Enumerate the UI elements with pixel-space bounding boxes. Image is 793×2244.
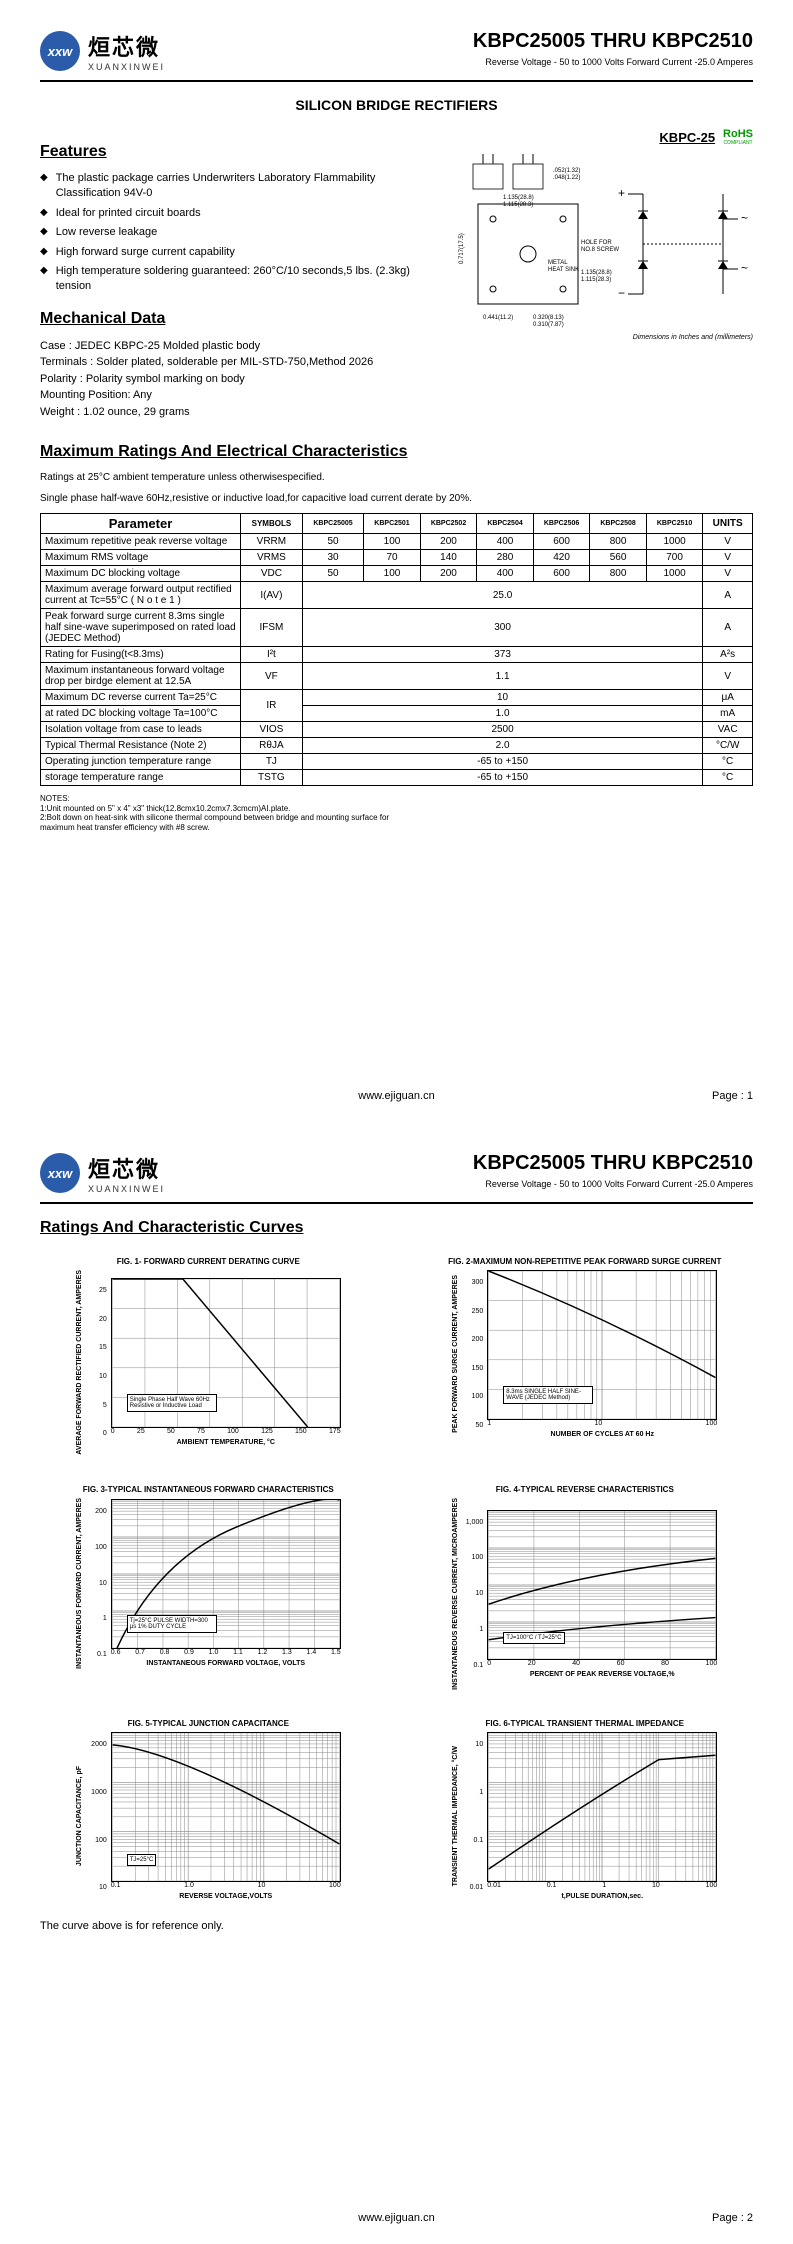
th-param: Parameter (41, 514, 241, 534)
mech-terminals: Terminals : Solder plated, solderable pe… (40, 354, 433, 371)
feature-item: ◆Low reverse leakage (40, 225, 433, 240)
logo-badge: xxw (40, 31, 80, 71)
svg-text:~: ~ (741, 211, 748, 225)
logo: xxw 烜芯微 XUANXINWEI (40, 1152, 165, 1194)
logo-cn: 烜芯微 (88, 1152, 165, 1184)
ratings-heading: Maximum Ratings And Electrical Character… (40, 443, 753, 461)
ratings-note1: Ratings at 25°C ambient temperature unle… (40, 471, 753, 484)
logo-en: XUANXINWEI (88, 62, 165, 72)
svg-text:0.441(11.2): 0.441(11.2) (483, 315, 513, 321)
th-symbols: SYMBOLS (241, 514, 303, 534)
table-row: Operating junction temperature rangeTJ-6… (41, 754, 753, 770)
table-row: Maximum repetitive peak reverse voltageV… (41, 534, 753, 550)
footer-url: www.ejiguan.cn (358, 1090, 434, 1102)
page-2: xxw 烜芯微 XUANXINWEI KBPC25005 THRU KBPC25… (0, 1122, 793, 2244)
charts-grid: FIG. 1- FORWARD CURRENT DERATING CURVE A… (40, 1257, 753, 1900)
main-title: SILICON BRIDGE RECTIFIERS (40, 97, 753, 113)
curve-note: The curve above is for reference only. (40, 1920, 753, 1932)
table-row: Peak forward surge current 8.3ms single … (41, 609, 753, 647)
svg-text:−: − (618, 286, 625, 300)
footer-page: Page : 2 (712, 2212, 753, 2224)
footer-page: Page : 1 (712, 1090, 753, 1102)
header: xxw 烜芯微 XUANXINWEI KBPC25005 THRU KBPC25… (40, 30, 753, 82)
mech-weight: Weight : 1.02 ounce, 29 grams (40, 404, 433, 421)
table-row: Typical Thermal Resistance (Note 2)RθJA2… (41, 738, 753, 754)
logo: xxw 烜芯微 XUANXINWEI (40, 30, 165, 72)
table-row: Maximum DC blocking voltageVDC5010020040… (41, 566, 753, 582)
logo-cn: 烜芯微 (88, 30, 165, 62)
th-part: KBPC2508 (590, 514, 647, 534)
table-row: storage temperature rangeTSTG-65 to +150… (41, 770, 753, 786)
svg-text:1.135(28.8): 1.135(28.8) (503, 195, 534, 201)
page-1: xxw 烜芯微 XUANXINWEI KBPC25005 THRU KBPC25… (0, 0, 793, 1122)
table-row: Maximum DC reverse current Ta=25°CIR10μA (41, 690, 753, 706)
svg-text:0.717(17.5): 0.717(17.5) (459, 233, 465, 264)
svg-text:0.310(7.87): 0.310(7.87) (533, 322, 564, 328)
footnotes: NOTES: 1:Unit mounted on 5" x 4" x3" thi… (40, 794, 753, 832)
chart: FIG. 4-TYPICAL REVERSE CHARACTERISTICS I… (417, 1485, 754, 1690)
svg-text:0.320(8.13): 0.320(8.13) (533, 315, 564, 321)
mech-case: Case : JEDEC KBPC-25 Molded plastic body (40, 338, 433, 355)
logo-en: XUANXINWEI (88, 1184, 165, 1194)
mechanical-diagram: .052(1.32) .048(1.22) 1.135(28.8) 1.115(… (453, 154, 753, 334)
svg-text:NO.8 SCREW: NO.8 SCREW (581, 247, 619, 253)
svg-text:METAL: METAL (548, 260, 568, 266)
feature-item: ◆High forward surge current capability (40, 245, 433, 260)
chart: FIG. 1- FORWARD CURRENT DERATING CURVE A… (40, 1257, 377, 1455)
kbpc-label: KBPC-25 (659, 130, 715, 145)
th-part: KBPC2504 (477, 514, 534, 534)
svg-text:.052(1.32): .052(1.32) (553, 168, 580, 174)
mech-polarity: Polarity : Polarity symbol marking on bo… (40, 371, 433, 388)
chart: FIG. 6-TYPICAL TRANSIENT THERMAL IMPEDAN… (417, 1719, 754, 1900)
th-part: KBPC25005 (302, 514, 363, 534)
footer: www.ejiguan.cn Page : 2 (40, 2212, 753, 2224)
rohs-sub: COMPLIANT (723, 140, 752, 146)
th-part: KBPC2502 (420, 514, 477, 534)
chart: FIG. 3-TYPICAL INSTANTANEOUS FORWARD CHA… (40, 1485, 377, 1690)
chart: FIG. 2-MAXIMUM NON-REPETITIVE PEAK FORWA… (417, 1257, 754, 1455)
features-list: ◆The plastic package carries Underwriter… (40, 171, 433, 295)
ratings-note2: Single phase half-wave 60Hz,resistive or… (40, 492, 753, 505)
svg-text:1.115(28.3): 1.115(28.3) (581, 277, 611, 283)
svg-text:HEAT SINK: HEAT SINK (548, 267, 579, 273)
table-row: Rating for Fusing(t<8.3ms)I²t373A²s (41, 647, 753, 663)
footer: www.ejiguan.cn Page : 1 (40, 1090, 753, 1102)
th-part: KBPC2510 (646, 514, 703, 534)
feature-item: ◆High temperature soldering guaranteed: … (40, 264, 433, 295)
svg-text:+: + (618, 186, 625, 200)
logo-badge: xxw (40, 1153, 80, 1193)
table-row: Maximum instantaneous forward voltage dr… (41, 663, 753, 690)
subtitle: Reverse Voltage - 50 to 1000 Volts Forwa… (473, 57, 753, 67)
svg-text:.048(1.22): .048(1.22) (553, 175, 580, 181)
chart: FIG. 5-TYPICAL JUNCTION CAPACITANCE JUNC… (40, 1719, 377, 1900)
rohs-label: RoHS (723, 128, 753, 140)
mech-heading: Mechanical Data (40, 310, 433, 328)
th-part: KBPC2506 (533, 514, 590, 534)
svg-text:HOLE FOR: HOLE FOR (581, 240, 612, 246)
svg-text:1.115(28.3): 1.115(28.3) (503, 202, 533, 208)
footer-url: www.ejiguan.cn (358, 2212, 434, 2224)
table-row: Maximum average forward output rectified… (41, 582, 753, 609)
subtitle: Reverse Voltage - 50 to 1000 Volts Forwa… (473, 1179, 753, 1189)
svg-text:1.135(28.8): 1.135(28.8) (581, 270, 612, 276)
ratings-table: Parameter SYMBOLS KBPC25005 KBPC2501 KBP… (40, 513, 753, 786)
table-row: Isolation voltage from case to leadsVIOS… (41, 722, 753, 738)
th-units: UNITS (703, 514, 753, 534)
features-heading: Features (40, 143, 433, 161)
curves-heading: Ratings And Characteristic Curves (40, 1219, 753, 1237)
th-part: KBPC2501 (364, 514, 421, 534)
part-title: KBPC25005 THRU KBPC2510 (473, 30, 753, 53)
diagram-note: Dimensions in Inches and (millimeters) (453, 334, 753, 341)
part-title: KBPC25005 THRU KBPC2510 (473, 1152, 753, 1175)
svg-text:~: ~ (741, 261, 748, 275)
feature-item: ◆The plastic package carries Underwriter… (40, 171, 433, 202)
mech-mounting: Mounting Position: Any (40, 387, 433, 404)
table-row: Maximum RMS voltageVRMS30701402804205607… (41, 550, 753, 566)
feature-item: ◆Ideal for printed circuit boards (40, 206, 433, 221)
table-row: at rated DC blocking voltage Ta=100°C1.0… (41, 706, 753, 722)
header: xxw 烜芯微 XUANXINWEI KBPC25005 THRU KBPC25… (40, 1152, 753, 1204)
